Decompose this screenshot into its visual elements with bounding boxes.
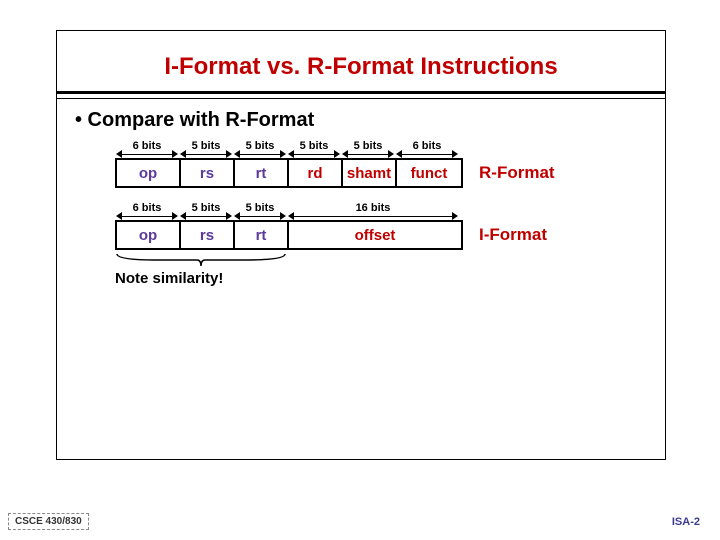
bits-label: 6 bits [115,202,179,220]
slide-title: I-Format vs. R-Format Instructions [57,31,665,91]
field-cell: shamt [343,160,397,186]
field-cell: op [117,160,181,186]
similarity-brace: Note similarity! [115,252,647,287]
r-format-bits-row: 6 bits5 bits5 bits5 bits5 bits6 bits [115,140,647,158]
content-area: • Compare with R-Format 6 bits5 bits5 bi… [57,99,665,287]
r-format-label: R-Format [479,163,555,183]
field-cell: op [117,222,181,248]
field-cell: rd [289,160,343,186]
i-format-bits-row: 6 bits5 bits5 bits16 bits [115,202,647,220]
field-cell: funct [397,160,461,186]
bits-label: 5 bits [341,140,395,158]
slide-frame: I-Format vs. R-Format Instructions • Com… [56,30,666,460]
r-format-fields-row: oprsrtrdshamtfunct [115,158,463,188]
bits-label: 6 bits [395,140,459,158]
field-cell: rs [181,160,235,186]
bits-label: 5 bits [179,140,233,158]
field-cell: rs [181,222,235,248]
divider-thick [57,91,665,94]
bits-label: 5 bits [233,140,287,158]
i-format-label: I-Format [479,225,547,245]
bits-label: 6 bits [115,140,179,158]
field-cell: rt [235,222,289,248]
footer-page: ISA-2 [672,516,700,528]
footer-course: CSCE 430/830 [8,513,89,530]
bits-label: 5 bits [233,202,287,220]
bullet-text: • Compare with R-Format [75,109,647,132]
r-format-block: 6 bits5 bits5 bits5 bits5 bits6 bits opr… [115,140,647,188]
i-format-fields-row: oprsrtoffset [115,220,463,250]
field-cell: rt [235,160,289,186]
i-format-block: 6 bits5 bits5 bits16 bits oprsrtoffset I… [115,202,647,250]
bits-label: 16 bits [287,202,459,220]
note-text: Note similarity! [115,270,647,287]
bits-label: 5 bits [287,140,341,158]
field-cell: offset [289,222,461,248]
bits-label: 5 bits [179,202,233,220]
